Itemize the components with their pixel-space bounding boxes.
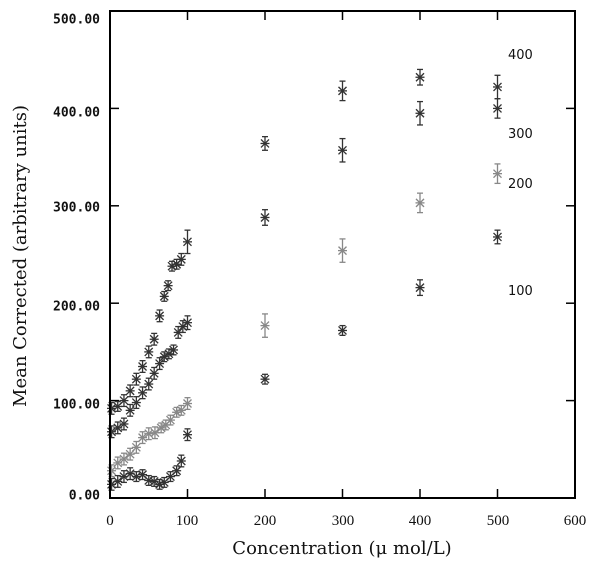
data-point [161, 419, 171, 431]
data-point [260, 209, 270, 226]
data-point [125, 403, 135, 417]
data-point [493, 229, 502, 245]
series-300 [107, 98, 502, 439]
series-label-200: 200 [508, 177, 533, 192]
y-tick-label: 300.00 [53, 201, 100, 216]
data-point [159, 290, 169, 302]
data-point [169, 344, 179, 356]
series-labels: 400 300 200 100 [508, 48, 533, 299]
data-point [415, 68, 425, 86]
data-point [113, 421, 123, 435]
data-point [149, 332, 159, 346]
series-label-300: 300 [508, 127, 533, 142]
x-tick-label: 400 [409, 513, 432, 529]
y-tick-labels: 500.00 400.00 300.00 200.00 100.00 0.00 [53, 13, 100, 504]
data-point [144, 377, 154, 391]
data-point [260, 313, 270, 338]
data-point [131, 396, 141, 410]
data-point [131, 372, 141, 386]
y-tick-label: 400.00 [53, 106, 100, 121]
data-point [415, 192, 425, 214]
x-tick-label: 200 [254, 513, 277, 529]
y-tick-label: 500.00 [53, 13, 100, 28]
data-point [415, 100, 425, 126]
data-point [163, 280, 173, 292]
data-point [131, 471, 141, 483]
data-point [113, 456, 123, 470]
data-point [144, 345, 154, 359]
series-400 [107, 68, 502, 415]
data-point [183, 229, 192, 255]
data-point [155, 357, 165, 371]
data-point [493, 74, 502, 100]
data-point [338, 324, 347, 336]
x-axis-title: Concentration (μ mol/L) [232, 538, 451, 559]
data-point [260, 373, 270, 385]
data-point [260, 135, 270, 151]
data-point [138, 360, 148, 374]
y-axis-title: Mean Corrected (arbitrary units) [10, 105, 31, 407]
x-tick-label: 600 [564, 513, 587, 529]
data-point [150, 426, 160, 440]
plot-frame [109, 10, 576, 499]
data-point [149, 366, 159, 380]
data-point [338, 238, 347, 263]
x-tick-label: 500 [487, 513, 510, 529]
data-point [172, 465, 182, 477]
series-label-400: 400 [508, 48, 533, 63]
data-point [119, 417, 129, 431]
data-point [113, 474, 123, 488]
y-tick-label: 200.00 [53, 300, 100, 315]
data-point [183, 428, 192, 442]
data-point [125, 384, 135, 398]
data-point [138, 386, 148, 400]
data-point [165, 414, 175, 426]
series-100 [107, 229, 502, 491]
y-tick-label: 0.00 [69, 489, 100, 504]
data-point [338, 137, 347, 163]
data-point [107, 401, 117, 415]
data-point [176, 454, 186, 468]
x-tick-labels: 0 100 200 300 400 500 600 [106, 513, 586, 529]
data-point [131, 440, 141, 454]
data-point [165, 471, 175, 483]
data-marks [107, 10, 576, 499]
data-point [415, 279, 425, 297]
data-point [155, 309, 165, 323]
data-point [119, 394, 129, 408]
data-point [183, 315, 192, 331]
x-tick-label: 100 [176, 513, 199, 529]
data-point [183, 397, 192, 411]
data-point [493, 163, 502, 185]
x-tick-label: 300 [332, 513, 355, 529]
series-label-100: 100 [508, 284, 533, 299]
x-tick-label: 0 [106, 513, 114, 529]
data-point [338, 80, 347, 102]
series-200 [107, 163, 502, 478]
y-tick-label: 100.00 [53, 398, 100, 413]
data-point [173, 325, 183, 339]
data-point [176, 252, 186, 266]
data-point [493, 98, 502, 119]
data-point [119, 452, 129, 466]
